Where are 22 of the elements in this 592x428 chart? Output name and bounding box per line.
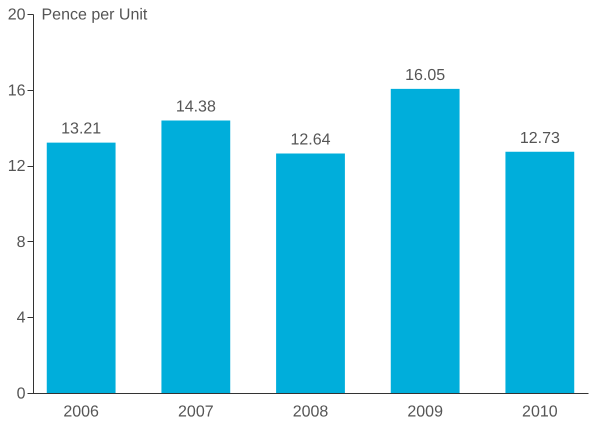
data-label: 12.64 xyxy=(290,131,331,148)
y-tick-label: 4 xyxy=(16,310,26,327)
bar xyxy=(276,153,345,393)
y-tick-label: 16 xyxy=(8,82,26,100)
y-tick-label: 20 xyxy=(8,6,26,24)
data-label: 16.05 xyxy=(405,66,446,84)
bar xyxy=(46,142,116,393)
x-tick-label: 2007 xyxy=(178,404,214,420)
bar xyxy=(390,88,460,393)
y-axis-title: Pence per Unit xyxy=(42,6,148,24)
y-tick-label: 12 xyxy=(8,158,26,176)
bar xyxy=(505,152,574,393)
x-tick-label: 2009 xyxy=(407,404,444,420)
y-tick-label: 0 xyxy=(16,386,26,402)
x-tick-label: 2010 xyxy=(522,404,558,420)
y-tick-label: 8 xyxy=(16,234,26,251)
x-tick-label: 2006 xyxy=(63,404,100,420)
bar xyxy=(161,120,230,393)
data-label: 13.21 xyxy=(61,120,102,138)
data-label: 14.38 xyxy=(176,98,216,116)
x-tick-label: 2008 xyxy=(292,404,328,420)
data-label: 12.73 xyxy=(520,130,560,147)
